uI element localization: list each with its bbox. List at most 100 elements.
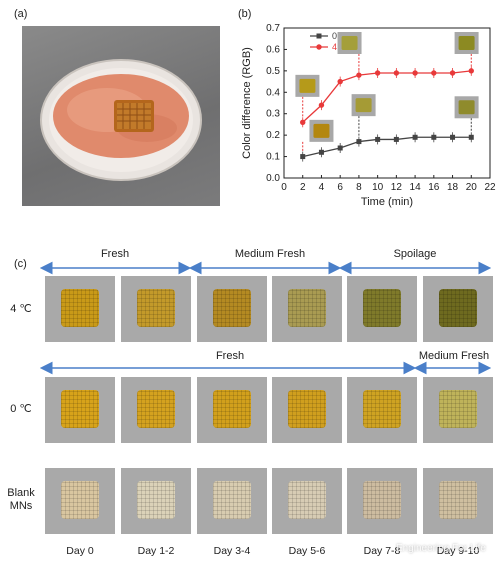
data-point: [374, 70, 381, 76]
group-label-spoilage: Spoilage: [393, 248, 437, 260]
y-tick-label: 0.5: [266, 66, 280, 77]
gel-blank-microneedle: [137, 481, 175, 519]
sample-cell: [272, 377, 342, 443]
day-label: Day 9-10: [436, 545, 480, 557]
gel-blank-microneedle: [288, 481, 326, 519]
row-label-blank-mns: Blank MNs: [2, 487, 40, 513]
x-tick-label: 10: [372, 182, 384, 193]
gel-blank-microneedle: [439, 481, 477, 519]
data-point: [412, 134, 418, 140]
sample-cell: [347, 377, 417, 443]
sample-cell: [197, 276, 267, 342]
x-tick-label: 6: [337, 182, 343, 193]
inset-thumbnail-gel: [299, 78, 316, 93]
panel-b-label: (b): [238, 8, 252, 20]
legend-marker: [316, 33, 322, 39]
data-point: [337, 78, 343, 85]
x-axis-label: Time (min): [361, 196, 413, 208]
y-tick-label: 0.3: [266, 109, 280, 120]
y-tick-label: 0.4: [266, 87, 280, 98]
watermark: Engineering For Life: [395, 543, 486, 554]
data-point: [393, 136, 399, 142]
data-point: [318, 102, 325, 108]
x-tick-label: 2: [300, 182, 306, 193]
sample-cell: [121, 377, 191, 443]
x-tick-label: 0: [281, 182, 287, 193]
x-tick-label: 16: [428, 182, 440, 193]
inset-thumbnail-gel: [458, 36, 475, 50]
day-label: Day 5-6: [288, 545, 326, 557]
sample-cell: [347, 468, 417, 534]
data-point: [300, 154, 306, 160]
data-point: [300, 119, 306, 125]
row-label-blank-line1: Blank: [7, 487, 35, 499]
data-point: [450, 134, 456, 140]
row-label-blank-line2: MNs: [9, 500, 33, 512]
data-point: [449, 70, 456, 76]
data-point: [431, 70, 437, 76]
gel-0c-microneedle: [288, 390, 326, 428]
gel-4c-microneedle: [439, 289, 477, 327]
row-label-0c: 0 ℃: [10, 403, 32, 415]
data-point: [431, 134, 437, 140]
sample-cell: [347, 276, 417, 342]
data-point: [468, 134, 474, 140]
gel-blank-microneedle: [213, 481, 251, 519]
gel-4c-microneedle: [213, 289, 251, 327]
sample-cell: [121, 276, 191, 342]
gel-0c-microneedle: [363, 390, 401, 428]
sample-cell: [423, 276, 493, 342]
gel-0c-microneedle: [137, 390, 175, 428]
series-line-1: [302, 70, 472, 123]
sample-cell: [121, 468, 191, 534]
inset-thumbnail-gel: [458, 100, 475, 115]
y-tick-label: 0.7: [266, 23, 280, 34]
group-label-medium-fresh: Medium Fresh: [234, 248, 306, 260]
day-label: Day 3-4: [213, 545, 251, 557]
sample-cell: [45, 468, 115, 534]
y-tick-label: 0.1: [266, 152, 280, 163]
group-label-fresh-0c: Fresh: [215, 350, 245, 362]
petri-dish-photo: [22, 26, 220, 206]
sample-cell: [272, 468, 342, 534]
petri-dish-illustration: [40, 59, 202, 181]
data-point: [356, 139, 362, 145]
data-point: [356, 72, 362, 78]
group-arrows-0c: [40, 361, 492, 375]
inset-thumbnail-gel: [355, 98, 372, 113]
x-tick-label: 22: [484, 182, 496, 193]
gel-4c-microneedle: [61, 289, 99, 327]
day-label: Day 1-2: [137, 545, 175, 557]
sample-cell: [423, 468, 493, 534]
x-tick-label: 18: [447, 182, 459, 193]
y-tick-label: 0.2: [266, 130, 280, 141]
gel-0c-microneedle: [439, 390, 477, 428]
data-point: [412, 70, 418, 76]
color-difference-chart: 0 2 4 6 8 10 12 14 16 18 20 22 0.0 0.1 0.2 0.3 0.4 0.5 0.6…: [241, 23, 496, 208]
legend-marker: [316, 44, 322, 50]
panel-a-label: (a): [14, 8, 28, 20]
inset-thumbnail-gel: [341, 36, 358, 50]
data-point: [318, 149, 324, 155]
sample-cell: [45, 377, 115, 443]
data-point: [337, 145, 343, 151]
gel-blank-microneedle: [61, 481, 99, 519]
data-point: [468, 68, 474, 74]
gel-0c-microneedle: [213, 390, 251, 428]
gel-4c-microneedle: [288, 289, 326, 327]
y-tick-label: 0.6: [266, 44, 280, 55]
gel-0c-microneedle: [61, 390, 99, 428]
x-tick-label: 4: [319, 182, 325, 193]
y-tick-label: 0.0: [266, 173, 280, 184]
gel-4c-microneedle: [137, 289, 175, 327]
data-point: [375, 136, 381, 142]
x-tick-label: 14: [410, 182, 422, 193]
day-label: Day 0: [66, 545, 94, 557]
sample-cell: [45, 276, 115, 342]
sample-cell: [423, 377, 493, 443]
sample-cell: [272, 276, 342, 342]
x-tick-label: 20: [466, 182, 478, 193]
panel-c-label: (c): [14, 258, 27, 270]
group-label-fresh: Fresh: [100, 248, 130, 260]
sample-cell: [197, 468, 267, 534]
